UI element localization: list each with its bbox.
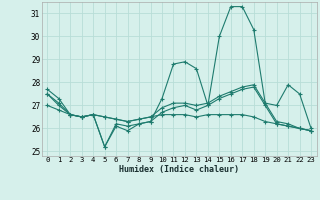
X-axis label: Humidex (Indice chaleur): Humidex (Indice chaleur) bbox=[119, 165, 239, 174]
